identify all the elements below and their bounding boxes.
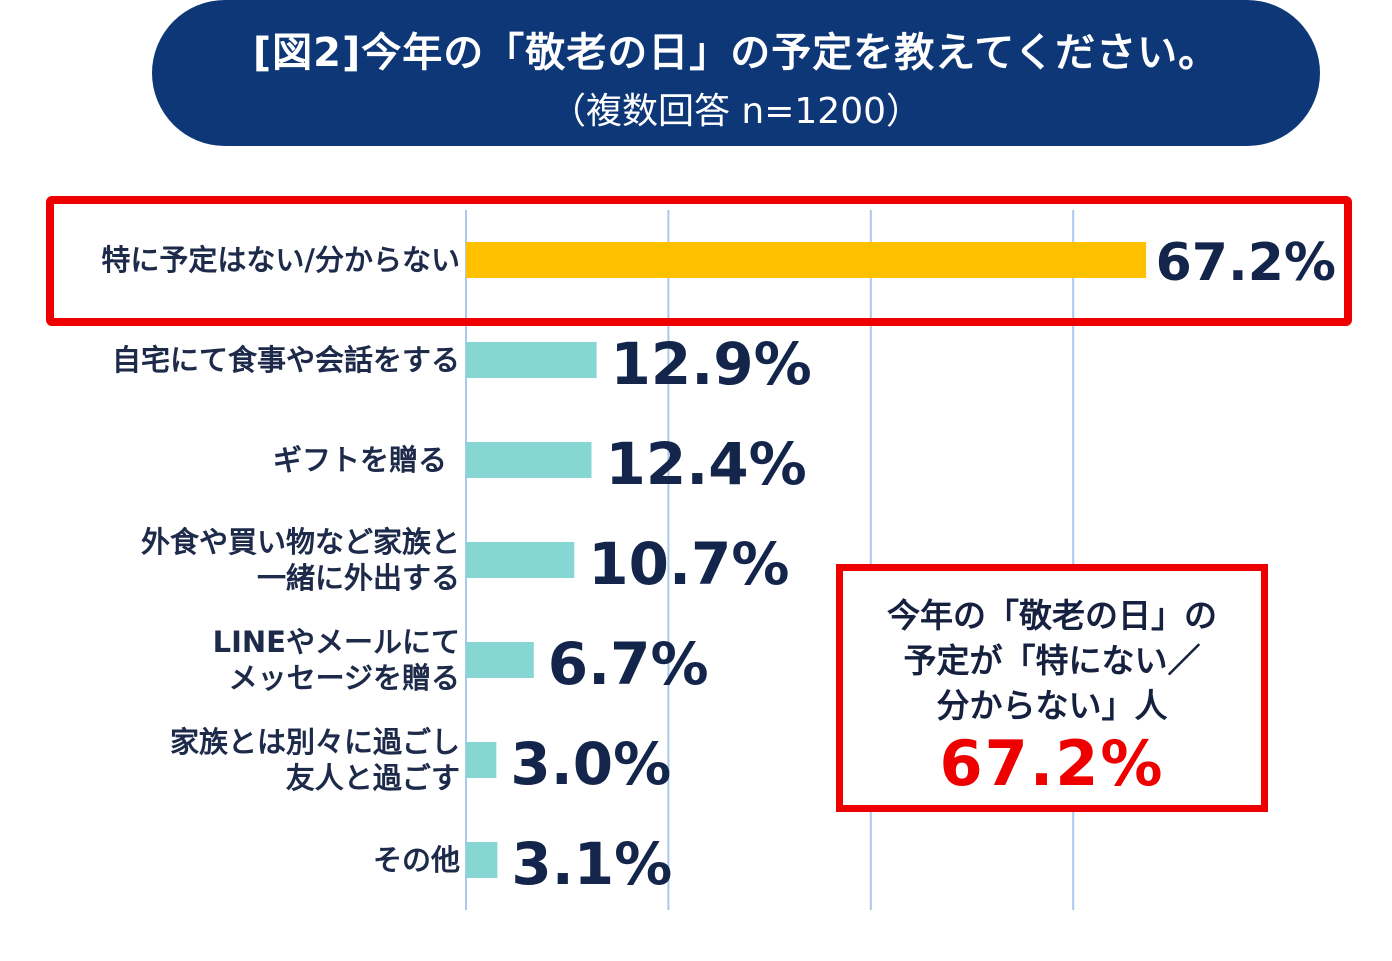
value-label-5: 3.0%: [510, 730, 671, 798]
bar-1: [466, 342, 597, 378]
chart-subtitle: （複数回答 n=1200）: [549, 91, 923, 132]
bar-4: [466, 642, 534, 678]
category-label-4-1: メッセージを贈る: [229, 661, 460, 695]
category-label-3-0: 外食や買い物など家族と: [141, 525, 460, 559]
chart-title: [図2]今年の「敬老の日」の予定を教えてください。: [252, 30, 1220, 76]
callout-line-1: 今年の「敬老の日」の: [887, 596, 1217, 635]
category-label-0-0: 特に予定はない/分からない: [101, 243, 460, 277]
callout-line-3: 分からない」人: [936, 686, 1168, 725]
bar-2: [466, 442, 592, 478]
highlight-frame: [46, 196, 1352, 326]
callout-box: 今年の「敬老の日」の 予定が「特にない／ 分からない」人 67.2%: [836, 564, 1268, 812]
category-label-5-0: 家族とは別々に過ごし: [170, 725, 460, 759]
value-label-0: 67.2%: [1156, 233, 1336, 293]
bar-6: [466, 842, 498, 878]
value-label-3: 10.7%: [588, 530, 789, 598]
value-label-2: 12.4%: [605, 430, 806, 498]
callout-text: 今年の「敬老の日」の 予定が「特にない／ 分からない」人: [843, 593, 1261, 728]
category-label-1-0: 自宅にて食事や会話をする: [112, 343, 460, 377]
category-label-6-0: その他: [373, 843, 460, 877]
category-label-2-0: ギフトを贈る: [273, 443, 447, 477]
category-label-4-0: LINEやメールにて: [213, 625, 460, 659]
value-label-4: 6.7%: [548, 630, 709, 698]
category-label-5-1: 友人と過ごす: [286, 761, 460, 795]
callout-value: 67.2%: [939, 727, 1165, 800]
bar-3: [466, 542, 575, 578]
bar-5: [466, 742, 497, 778]
category-label-3-1: 一緒に外出する: [257, 561, 460, 595]
value-label-1: 12.9%: [611, 330, 812, 398]
value-label-6: 3.1%: [511, 830, 672, 898]
title-banner: [図2]今年の「敬老の日」の予定を教えてください。 （複数回答 n=1200）: [152, 0, 1320, 146]
callout-line-2: 予定が「特にない／: [903, 641, 1201, 680]
bar-0: [466, 242, 1147, 278]
